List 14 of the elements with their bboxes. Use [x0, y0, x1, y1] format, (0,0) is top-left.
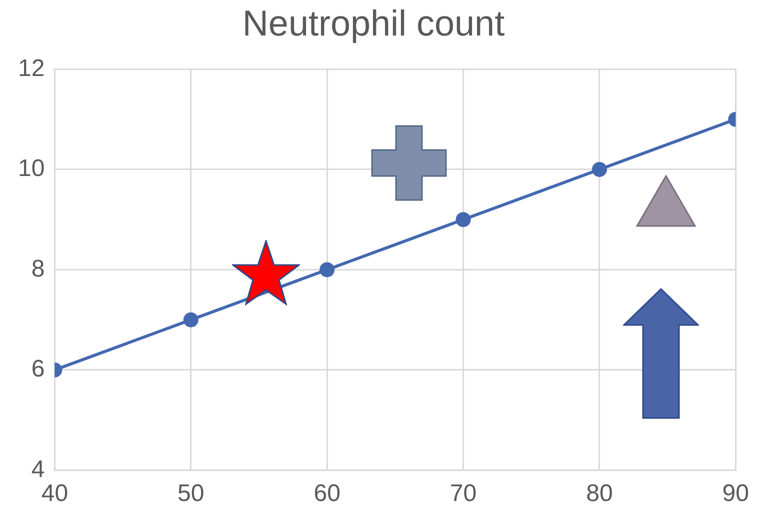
y-tick-label: 10 — [18, 155, 45, 182]
y-tick-label: 8 — [31, 255, 45, 282]
x-tick-label: 40 — [41, 480, 68, 508]
point — [456, 212, 471, 228]
x-tick-label: 70 — [450, 480, 477, 508]
x-tick-label: 50 — [178, 480, 204, 508]
x-tick-label: 60 — [314, 480, 340, 508]
y-tick-label: 12 — [18, 54, 45, 82]
chart-title: Neutrophil count — [242, 2, 505, 44]
x-tick-label: 80 — [586, 480, 613, 508]
y-tick-label: 4 — [31, 456, 45, 483]
point — [320, 262, 335, 278]
x-tick-label: 90 — [722, 480, 750, 508]
y-tick-label: 6 — [31, 356, 45, 383]
